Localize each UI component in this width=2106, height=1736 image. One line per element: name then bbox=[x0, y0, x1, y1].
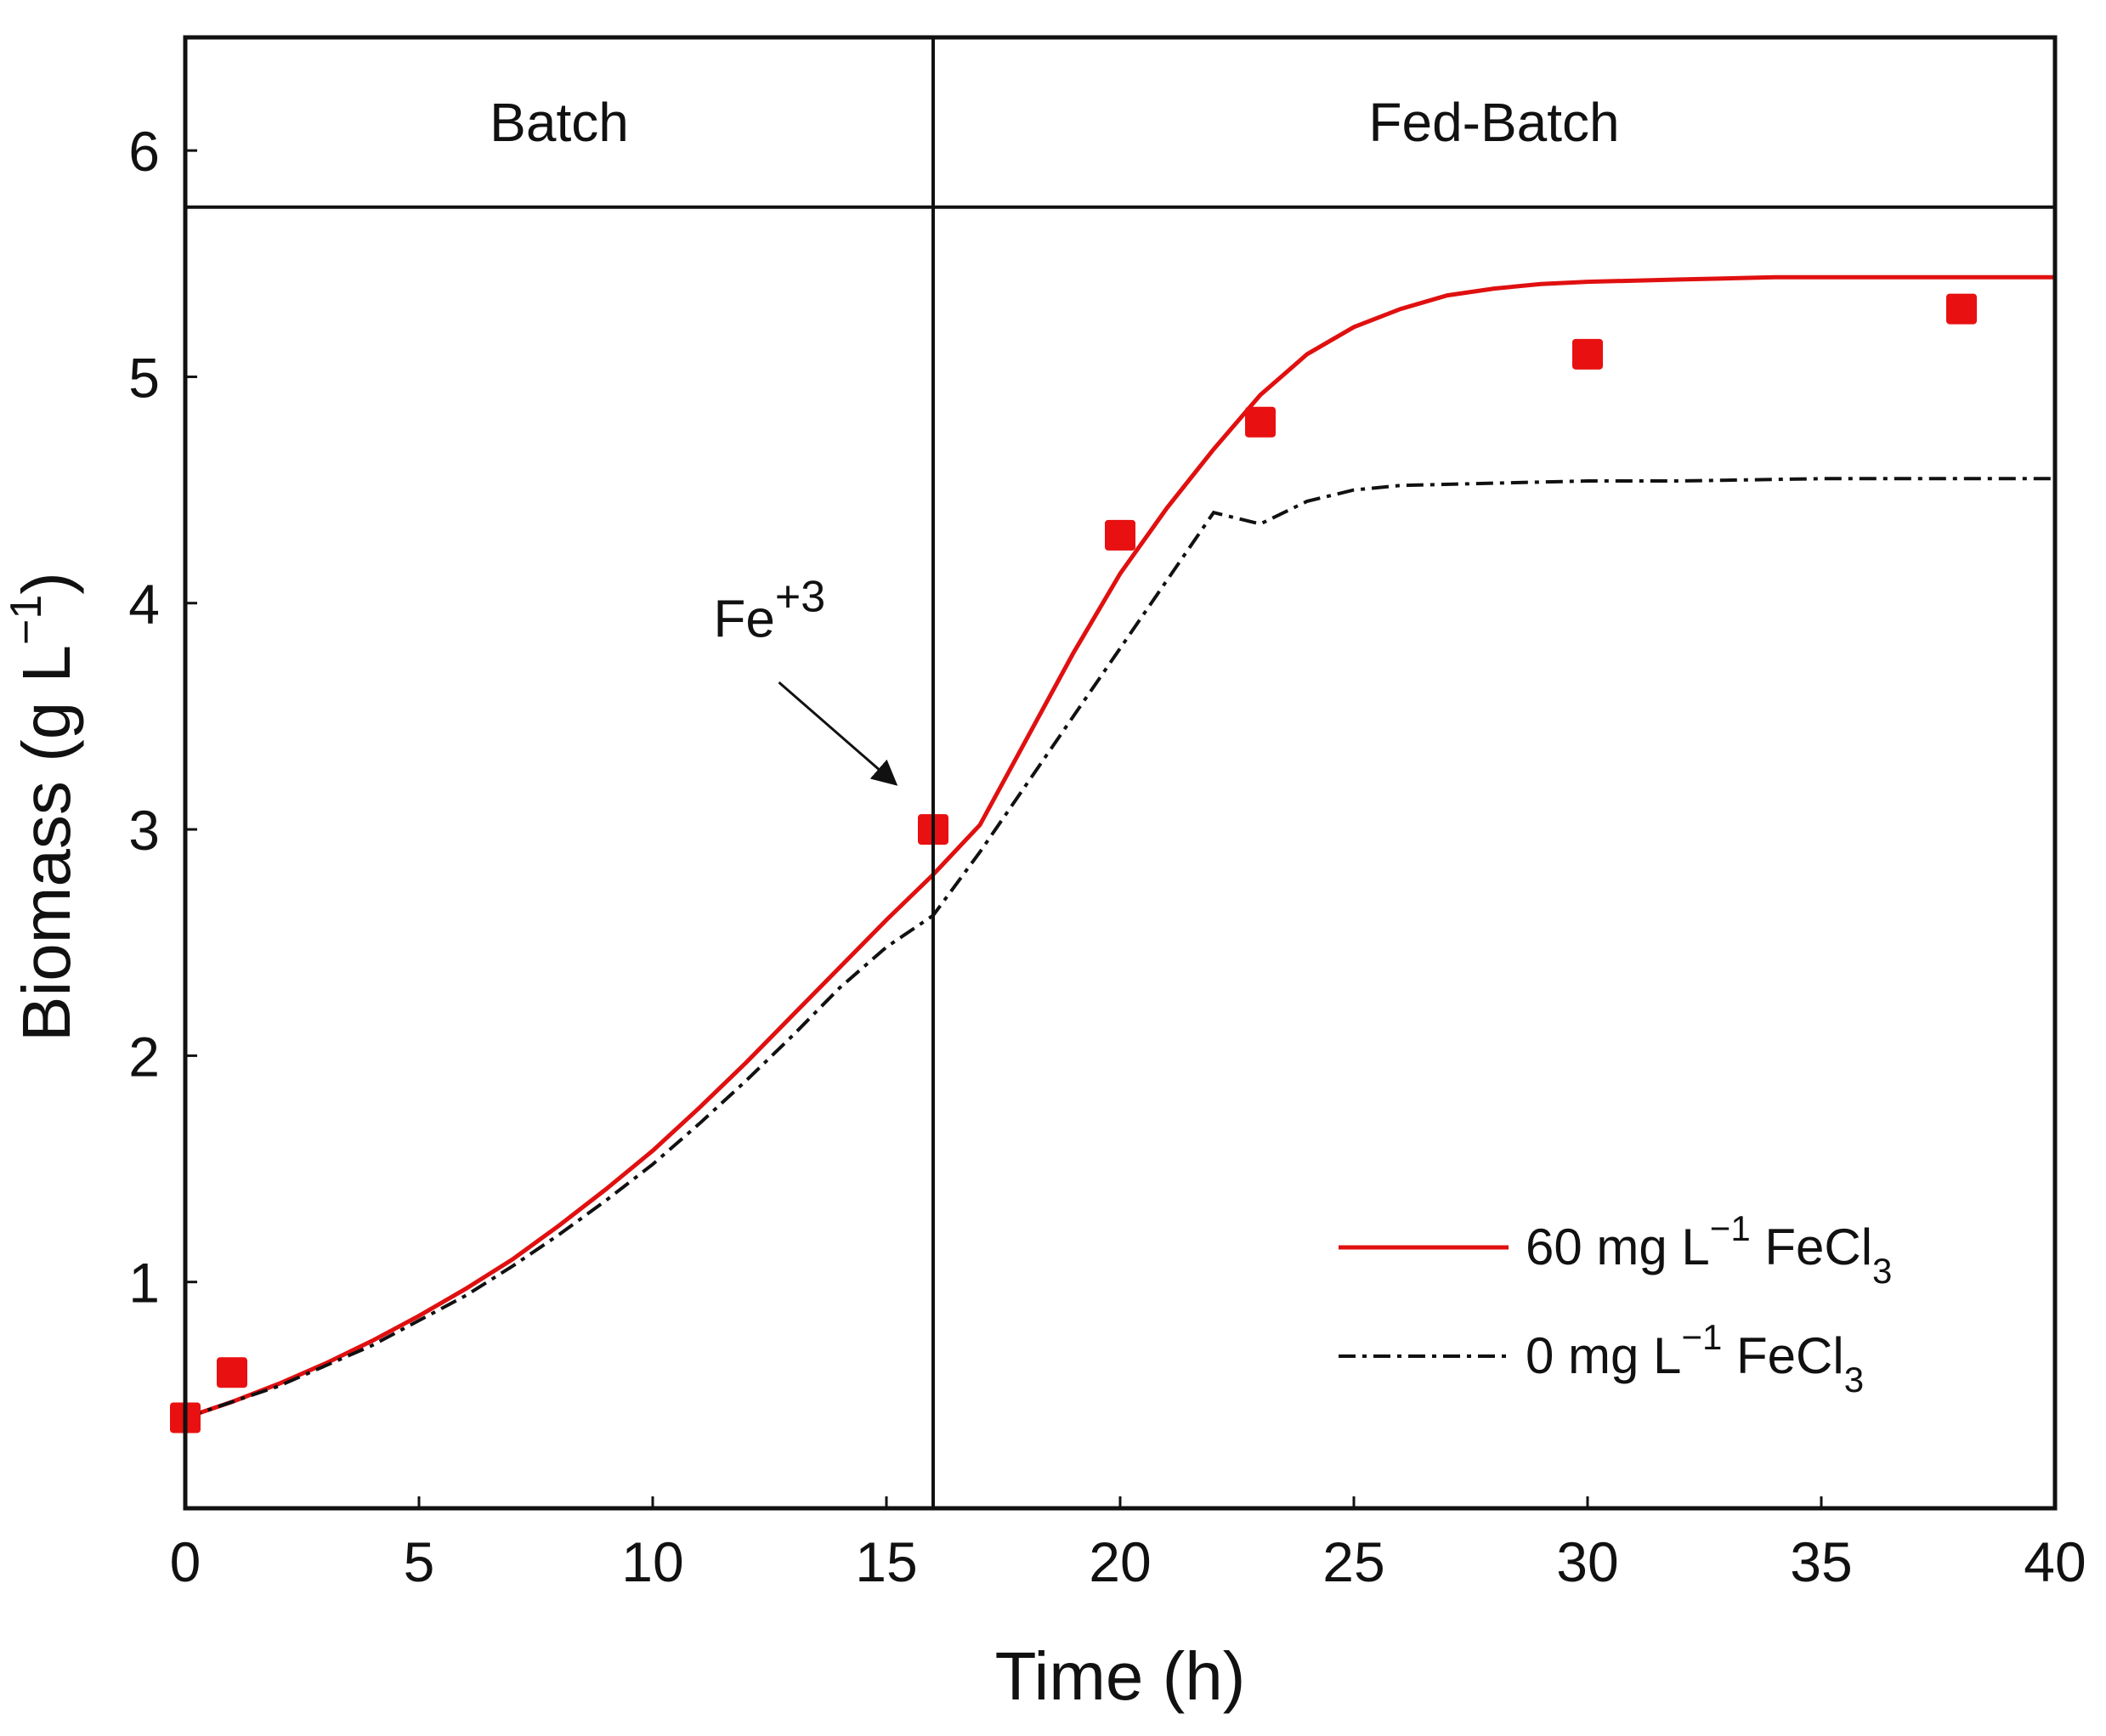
x-tick-label: 5 bbox=[404, 1530, 435, 1593]
annotation-fe3-sup: +3 bbox=[775, 573, 825, 622]
x-tick-label: 35 bbox=[1790, 1530, 1852, 1593]
x-tick-label: 15 bbox=[855, 1530, 917, 1593]
y-axis-title-close: ) bbox=[8, 572, 84, 595]
y-tick-label: 4 bbox=[128, 573, 160, 636]
x-tick-label: 40 bbox=[2024, 1530, 2086, 1593]
data-point-1 bbox=[217, 1357, 247, 1388]
x-tick-label: 30 bbox=[1556, 1530, 1618, 1593]
y-axis-ticks: 1 2 3 4 5 6 bbox=[128, 120, 197, 1315]
data-point-3 bbox=[1105, 519, 1135, 551]
y-tick-label: 1 bbox=[128, 1252, 160, 1315]
y-axis-title: Biomass (g L−1) bbox=[2, 572, 84, 1042]
data-point-4 bbox=[1245, 406, 1276, 438]
annotation-arrow bbox=[778, 681, 898, 786]
y-tick-label: 3 bbox=[128, 799, 160, 862]
x-tick-label: 20 bbox=[1089, 1530, 1151, 1593]
legend: 60 mg L−1 FeCl3 0 mg L−1 FeCl3 bbox=[1339, 1208, 1892, 1400]
y-tick-label: 5 bbox=[128, 346, 160, 409]
y-axis-title-main: Biomass (g L bbox=[8, 645, 84, 1042]
y-tick-label: 6 bbox=[128, 120, 160, 183]
legend-label-0mg: 0 mg L−1 FeCl3 bbox=[1526, 1317, 1864, 1400]
y-axis-title-sup: −1 bbox=[2, 595, 51, 645]
x-axis-title: Time (h) bbox=[995, 1638, 1246, 1714]
x-tick-label: 25 bbox=[1322, 1530, 1384, 1593]
y-tick-label: 2 bbox=[128, 1025, 160, 1088]
series-line-0mg bbox=[184, 477, 2055, 1420]
phase-label-fed-batch: Fed-Batch bbox=[1368, 92, 1619, 153]
legend-label-60mg: 60 mg L−1 FeCl3 bbox=[1526, 1208, 1892, 1291]
annotation-fe3: Fe+3 bbox=[714, 573, 826, 649]
data-point-5 bbox=[1572, 338, 1603, 370]
x-axis-ticks: 0 5 10 15 20 25 30 35 40 bbox=[170, 1496, 2086, 1593]
annotation-fe3-base: Fe bbox=[714, 591, 775, 649]
data-point-6 bbox=[1946, 293, 1977, 325]
x-tick-label: 0 bbox=[170, 1530, 201, 1593]
phase-label-batch: Batch bbox=[490, 92, 629, 153]
x-tick-label: 10 bbox=[621, 1530, 683, 1593]
series-line-60mg bbox=[184, 274, 2055, 1420]
